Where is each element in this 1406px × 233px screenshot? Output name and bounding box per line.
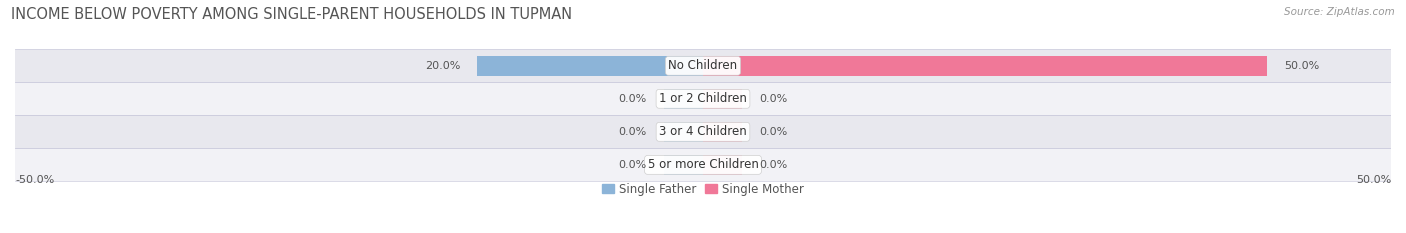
Bar [703, 122, 742, 142]
Legend: Single Father, Single Mother: Single Father, Single Mother [598, 178, 808, 200]
Text: 50.0%: 50.0% [1284, 61, 1319, 71]
Bar [703, 55, 1267, 76]
Text: -50.0%: -50.0% [15, 175, 55, 185]
Text: 0.0%: 0.0% [619, 160, 647, 170]
Text: Source: ZipAtlas.com: Source: ZipAtlas.com [1284, 7, 1395, 17]
Bar [15, 148, 1391, 181]
Text: 0.0%: 0.0% [619, 94, 647, 104]
Bar [703, 89, 742, 109]
Text: 20.0%: 20.0% [425, 61, 461, 71]
Text: 0.0%: 0.0% [619, 127, 647, 137]
Bar [664, 155, 703, 175]
Text: 0.0%: 0.0% [759, 160, 787, 170]
Bar [664, 122, 703, 142]
Text: 1 or 2 Children: 1 or 2 Children [659, 92, 747, 105]
Text: 50.0%: 50.0% [1355, 175, 1391, 185]
Bar [664, 89, 703, 109]
Text: INCOME BELOW POVERTY AMONG SINGLE-PARENT HOUSEHOLDS IN TUPMAN: INCOME BELOW POVERTY AMONG SINGLE-PARENT… [11, 7, 572, 22]
Bar [15, 82, 1391, 115]
Text: 5 or more Children: 5 or more Children [648, 158, 758, 171]
Bar [15, 49, 1391, 82]
Text: No Children: No Children [668, 59, 738, 72]
Bar [703, 155, 742, 175]
Bar [15, 115, 1391, 148]
Text: 0.0%: 0.0% [759, 127, 787, 137]
Bar [478, 55, 703, 76]
Text: 3 or 4 Children: 3 or 4 Children [659, 125, 747, 138]
Text: 0.0%: 0.0% [759, 94, 787, 104]
